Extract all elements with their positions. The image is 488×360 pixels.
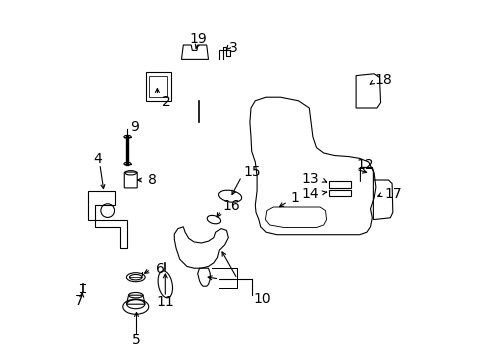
Bar	[328, 181, 350, 188]
Text: 16: 16	[223, 199, 240, 213]
Bar	[149, 76, 167, 97]
Text: 3: 3	[229, 41, 238, 54]
Text: 5: 5	[132, 333, 141, 347]
Text: 19: 19	[189, 32, 207, 46]
Text: 15: 15	[244, 165, 261, 179]
Text: 2: 2	[162, 95, 170, 108]
Text: 17: 17	[384, 187, 401, 201]
Text: 9: 9	[130, 120, 139, 134]
Bar	[328, 190, 350, 196]
Text: 18: 18	[374, 73, 392, 87]
Text: 6: 6	[156, 262, 165, 276]
Text: 10: 10	[253, 292, 270, 306]
Text: 14: 14	[301, 187, 319, 201]
Text: 11: 11	[156, 295, 174, 309]
Text: 1: 1	[290, 191, 299, 205]
Text: 12: 12	[356, 158, 374, 172]
Text: 4: 4	[93, 152, 102, 166]
Text: 7: 7	[74, 294, 83, 307]
Text: 13: 13	[301, 172, 319, 186]
Bar	[145, 72, 170, 101]
Text: 8: 8	[148, 173, 157, 187]
